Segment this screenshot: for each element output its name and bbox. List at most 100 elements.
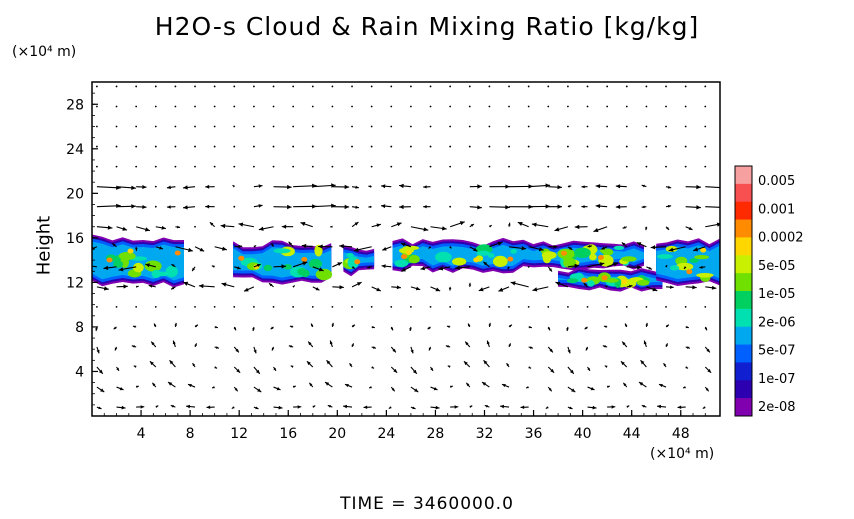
wind-vector (626, 405, 630, 408)
wind-vector (705, 186, 720, 189)
wind-vector (665, 343, 669, 348)
wind-vector (312, 266, 324, 272)
wind-vector (449, 145, 452, 148)
wind-vector (665, 165, 667, 168)
wind-vector (587, 245, 592, 248)
wind-vector (665, 105, 667, 108)
wind-vector (486, 340, 490, 348)
wind-vector (234, 266, 241, 270)
wind-vector (388, 406, 392, 410)
wind-vector (332, 204, 350, 210)
wind-vector (154, 165, 157, 168)
wind-vector (445, 345, 451, 348)
wind-vector (301, 243, 313, 249)
wind-vector (252, 326, 255, 332)
wind-vector (273, 366, 277, 372)
wind-vector (115, 305, 118, 308)
wind-vector (233, 346, 240, 353)
wind-vector (174, 165, 177, 168)
wind-vector (154, 85, 157, 88)
wind-vector (371, 325, 376, 329)
y-tick-label: 16 (66, 231, 84, 247)
wind-vector (131, 345, 137, 348)
wind-vector (446, 325, 451, 328)
colorbar-label: 0.005 (758, 174, 795, 189)
wind-vector (621, 341, 628, 348)
wind-vector (684, 125, 687, 128)
wind-vector (517, 221, 529, 228)
wind-vector (469, 184, 482, 189)
wind-vector (567, 346, 571, 354)
wind-vector (253, 244, 257, 248)
wind-vector (527, 85, 530, 88)
wind-vector (528, 325, 533, 329)
wind-vector (311, 105, 314, 108)
wind-vector (351, 105, 353, 108)
wind-vector (332, 285, 344, 290)
wind-vector (170, 286, 176, 290)
wind-vector (293, 183, 317, 188)
wind-vector (324, 381, 333, 388)
wind-vector (273, 204, 292, 210)
wind-vector (273, 264, 286, 269)
wind-vector (233, 105, 236, 108)
wind-vector (586, 85, 589, 88)
wind-vector (253, 305, 255, 308)
wind-vector (606, 145, 609, 148)
wind-vector (508, 105, 510, 108)
wind-vector (410, 305, 412, 308)
wind-vector (606, 125, 609, 128)
wind-vector (253, 145, 255, 148)
wind-vector (96, 145, 98, 148)
wind-vector (429, 125, 432, 128)
wind-vector (555, 281, 569, 288)
wind-vector (118, 266, 137, 272)
y-tick-label: 28 (66, 97, 84, 113)
wind-vector (567, 185, 572, 188)
wind-vector (606, 165, 609, 168)
wind-vector (332, 261, 343, 268)
wind-vector (116, 185, 136, 190)
wind-vector (606, 262, 619, 268)
wind-vector (268, 282, 274, 288)
wind-vector (489, 205, 510, 210)
wind-vector (233, 165, 236, 168)
wind-vector (420, 266, 431, 271)
wind-vector (645, 226, 648, 231)
x-tick-label: 20 (328, 426, 346, 442)
cloud-region (342, 245, 375, 277)
x-tick-label: 24 (377, 426, 395, 442)
wind-vector (238, 222, 255, 228)
wind-vector (292, 285, 296, 288)
cloud-region (392, 237, 644, 274)
wind-vector (214, 346, 220, 349)
y-tick-label: 20 (66, 186, 84, 202)
wind-vector (606, 105, 609, 108)
wind-vector (312, 286, 320, 291)
y-tick-label: 4 (75, 364, 84, 380)
wind-vector (381, 264, 392, 269)
wind-vector (468, 145, 471, 148)
wind-vector (489, 224, 492, 228)
wind-vector (663, 362, 667, 368)
wind-vector (488, 305, 491, 308)
wind-vector (650, 245, 667, 250)
colorbar-swatch (735, 362, 752, 381)
wind-vector (593, 226, 608, 233)
wind-vector (233, 205, 236, 208)
wind-vector (665, 145, 667, 148)
wind-vector (645, 165, 648, 168)
wind-vector (508, 246, 527, 251)
wind-vector (640, 359, 647, 368)
wind-vector (233, 305, 236, 308)
wind-vector (213, 145, 216, 148)
wind-vector (194, 105, 196, 108)
wind-vector (567, 386, 576, 393)
wind-vector (449, 305, 452, 308)
wind-vector (665, 125, 667, 128)
wind-vector (310, 323, 314, 328)
wind-vector (149, 360, 157, 368)
wind-vector (684, 105, 687, 108)
wind-vector (586, 145, 589, 148)
wind-vector (430, 366, 434, 372)
